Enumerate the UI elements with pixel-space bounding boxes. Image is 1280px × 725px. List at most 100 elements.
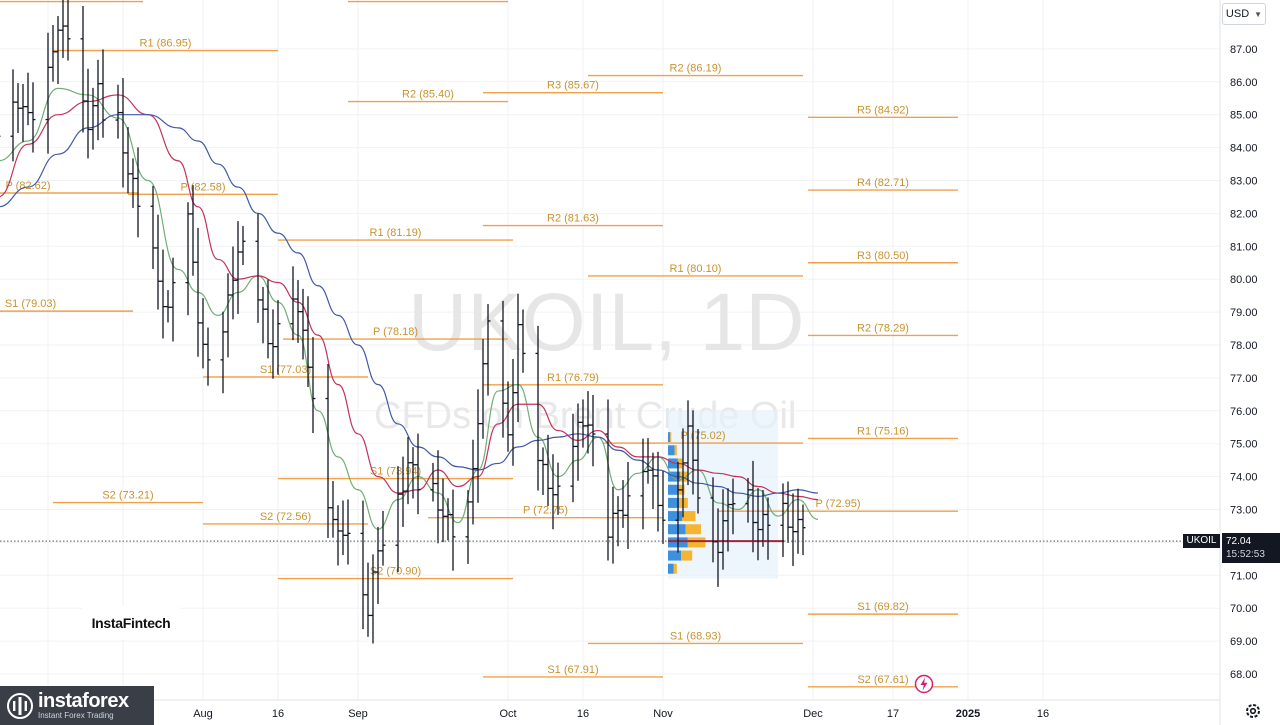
price-axis[interactable]: 68.0069.0070.0071.0072.0073.0074.0075.00…: [1219, 0, 1258, 725]
ohlc-bar: [505, 381, 511, 452]
ohlc-bar: [375, 526, 381, 605]
ohlc-bar: [295, 280, 301, 343]
ohlc-bar: [470, 439, 476, 525]
ohlc-bar: [450, 489, 456, 571]
price-tick-label: 71.00: [1230, 570, 1258, 582]
ohlc-bar: [720, 489, 726, 570]
pivot-label: R5 (84.92): [857, 104, 909, 116]
ohlc-bar: [65, 0, 71, 61]
ohlc-bar: [185, 202, 191, 316]
volume-profile-row-down: [687, 537, 706, 548]
ohlc-bar: [235, 221, 241, 314]
time-tick-label: Aug: [193, 708, 213, 720]
ohlc-bar: [345, 499, 351, 565]
ohlc-bar: [645, 438, 651, 484]
ohlc-bar: [580, 399, 586, 448]
ohlc-bars: [0, 0, 806, 644]
volume-profile-row-up: [668, 550, 682, 561]
ohlc-bar: [515, 293, 521, 423]
ohlc-bar: [0, 135, 1, 137]
moving-average-blue: [0, 114, 819, 497]
currency-label: USD: [1225, 8, 1250, 20]
ohlc-bar: [660, 471, 666, 544]
ohlc-bar: [120, 78, 126, 188]
pivot-label: P (82.58): [180, 181, 225, 193]
ohlc-bar: [430, 462, 436, 502]
ohlc-bar: [60, 0, 66, 58]
ohlc-bar: [15, 83, 21, 133]
ohlc-bar: [95, 59, 101, 141]
ohlc-bar: [415, 433, 421, 515]
ohlc-bar: [300, 288, 306, 360]
ohlc-bar: [265, 279, 271, 359]
pivot-label: S1 (67.91): [547, 664, 598, 676]
price-tick-label: 82.00: [1230, 208, 1258, 220]
ohlc-bar: [395, 466, 401, 572]
ohlc-bar: [730, 478, 736, 535]
volume-profile-row-down: [681, 550, 693, 561]
ohlc-bar: [745, 477, 751, 523]
price-tick-label: 77.00: [1230, 373, 1258, 385]
time-tick-label: 16: [1037, 708, 1049, 720]
ohlc-bar: [545, 434, 551, 507]
price-tick-label: 75.00: [1230, 439, 1258, 451]
lightning-icon[interactable]: [914, 674, 934, 694]
volume-profile-row-up: [668, 484, 678, 495]
ohlc-bar: [440, 478, 446, 543]
pivot-label: P (72.75): [523, 505, 568, 517]
bar-countdown: 15:52:53: [1226, 549, 1265, 560]
ohlc-bar: [550, 454, 556, 530]
pivot-label: R1 (80.10): [670, 263, 722, 275]
pivot-label: S2 (72.56): [260, 511, 311, 523]
volume-profile-row-up: [668, 563, 674, 574]
ohlc-bar: [755, 488, 761, 561]
pivot-label: R3 (80.50): [857, 250, 909, 262]
ohlc-bar: [715, 508, 721, 587]
ohlc-bar: [585, 391, 591, 454]
pivot-label: R2 (85.40): [402, 89, 454, 101]
time-tick-label: 17: [887, 708, 899, 720]
price-tick-label: 87.00: [1230, 44, 1258, 56]
ohlc-bar: [510, 358, 516, 466]
ohlc-bar: [590, 394, 596, 467]
ohlc-bar: [790, 493, 796, 566]
pivot-label: P (75.02): [680, 430, 725, 442]
volume-profile-row-up: [668, 432, 671, 443]
ohlc-bar: [465, 490, 471, 564]
ohlc-bar: [335, 505, 341, 566]
ohlc-bar: [760, 489, 766, 547]
ohlc-bar: [330, 481, 336, 538]
time-tick-label: 2025: [956, 708, 980, 720]
ohlc-bar: [410, 447, 416, 499]
price-tick-label: 84.00: [1230, 143, 1258, 155]
ohlc-bar: [610, 486, 616, 564]
currency-button[interactable]: USD ▼: [1222, 3, 1266, 25]
ohlc-bar: [20, 83, 26, 142]
time-axis[interactable]: Jul16Aug16SepOct16NovDec17202516: [0, 699, 1220, 720]
ohlc-bar: [695, 429, 701, 514]
pivot-label: S1 (77.03): [260, 364, 311, 376]
ohlc-bar: [575, 403, 581, 481]
pivot-label: S2 (70.90): [370, 566, 421, 578]
ohlc-bar: [370, 554, 376, 644]
ohlc-bar: [160, 249, 166, 339]
ohlc-bar: [555, 462, 561, 515]
ohlc-bar: [615, 496, 621, 547]
ohlc-bar: [785, 481, 791, 543]
volume-profile-row-down: [670, 432, 672, 443]
ohlc-bar: [255, 213, 261, 323]
ohlc-bar: [800, 504, 806, 556]
pivot-label: S1 (69.82): [857, 601, 908, 613]
ohlc-bar: [405, 437, 411, 505]
ohlc-bar: [365, 562, 371, 637]
pivot-label: R3 (85.67): [547, 80, 599, 92]
ohlc-bar: [540, 447, 546, 495]
ohlc-bar: [130, 158, 136, 208]
ohlc-bar: [380, 510, 386, 566]
ohlc-bar: [80, 5, 86, 133]
settings-gear-icon[interactable]: [1244, 702, 1262, 720]
instaforex-tagline: Instant Forex Trading: [38, 710, 114, 720]
instafintech-logo: InstaFintech: [82, 606, 180, 640]
pivot-label: R2 (86.19): [670, 63, 722, 75]
